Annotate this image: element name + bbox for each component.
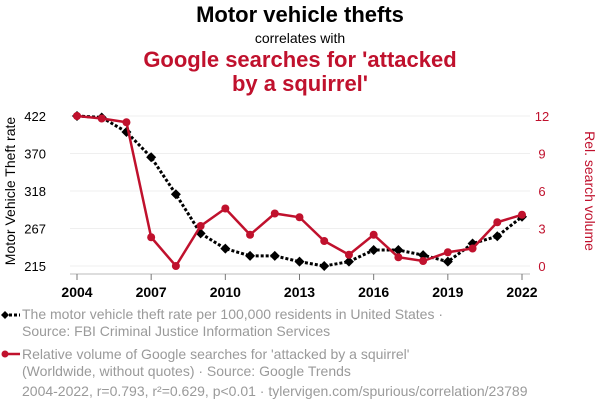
chart-title-secondary: Google searches for 'attacked by a squir…	[0, 48, 600, 96]
y-tick-label: 370	[24, 147, 46, 162]
theft-rate-point	[245, 250, 256, 261]
y2-tick-label: 6	[538, 184, 545, 199]
legend-marker-search-volume	[1, 350, 9, 358]
search-volume-point	[122, 118, 131, 127]
search-volume-point	[270, 209, 279, 218]
y-axis-label: Motor Vehicle Theft rate	[2, 117, 18, 266]
search-volume-point	[196, 222, 205, 230]
theft-rate-point	[294, 256, 305, 267]
legend-marker-theft-rate	[1, 311, 9, 319]
x-tick-label: 2019	[432, 284, 463, 300]
y-tick-label: 318	[24, 184, 46, 199]
y2-tick-label: 3	[538, 222, 545, 237]
theft-rate-point	[343, 256, 354, 267]
x-tick-label: 2004	[61, 284, 92, 300]
title2-line1: Google searches for 'attacked	[143, 47, 457, 72]
theft-rate-point	[393, 245, 404, 256]
search-volume-point	[493, 218, 502, 227]
footer-stats: 2004-2022, r=0.793, r²=0.629, p<0.01 · t…	[22, 383, 528, 399]
search-volume-point	[171, 262, 180, 270]
title2-line2: by a squirrel'	[231, 71, 369, 96]
search-volume-point	[320, 237, 329, 245]
x-tick-label: 2010	[210, 284, 241, 300]
x-tick-label: 2007	[136, 284, 167, 300]
y-tick-label: 422	[24, 109, 46, 124]
search-volume-point	[221, 204, 230, 213]
x-tick-label: 2022	[506, 284, 537, 300]
chart-subtitle: correlates with	[254, 30, 346, 46]
y2-tick-label: 9	[538, 147, 545, 162]
x-tick-label: 2013	[284, 284, 315, 300]
theft-rate-point	[269, 250, 280, 261]
series-search-volume	[73, 112, 526, 270]
search-volume-point	[97, 114, 106, 123]
theft-rate-point	[146, 152, 157, 163]
theft-rate-point	[368, 245, 379, 256]
y2-tick-label: 12	[535, 109, 549, 124]
theft-rate-point	[418, 250, 429, 261]
x-tick-label: 2016	[358, 284, 389, 300]
chart-title: Motor vehicle thefts	[196, 2, 404, 27]
search-volume-point	[295, 213, 304, 222]
legend-item-search-volume: Relative volume of Google searches for '…	[22, 346, 409, 380]
y2-tick-label: 0	[538, 259, 545, 274]
search-volume-point	[344, 250, 353, 259]
theft-rate-point	[319, 261, 330, 271]
search-volume-point	[518, 210, 526, 219]
y-tick-label: 267	[24, 222, 46, 237]
legend-label-1b: Source: FBI Criminal Justice Information…	[22, 323, 331, 339]
legend-item-theft-rate: The motor vehicle theft rate per 100,000…	[22, 306, 443, 340]
search-volume-point	[394, 253, 403, 262]
search-volume-point	[147, 233, 156, 242]
theft-rate-point	[170, 189, 181, 200]
legend-icons	[1, 311, 20, 358]
legend-label-2b: (Worldwide, without quotes) · Source: Go…	[22, 363, 351, 379]
search-volume-point	[369, 230, 378, 239]
theft-rate-point	[492, 231, 503, 242]
theft-rate-point	[220, 243, 231, 254]
legend-label-1a: The motor vehicle theft rate per 100,000…	[22, 306, 444, 322]
axes: 422 370 318 267 215 12 9 6 3 0 2004 2007 2010 2013 201…	[2, 109, 598, 300]
theft-rate-point	[442, 256, 453, 267]
search-volume-point	[246, 230, 255, 239]
legend-label-2a: Relative volume of Google searches for '…	[22, 346, 410, 362]
gridlines	[70, 115, 530, 267]
search-volume-point	[468, 244, 477, 253]
y-tick-label: 215	[24, 259, 46, 274]
search-volume-point	[73, 112, 81, 120]
search-volume-point	[443, 248, 452, 257]
search-volume-point	[419, 257, 428, 265]
y2-axis-label: Rel. search volume	[582, 131, 598, 251]
